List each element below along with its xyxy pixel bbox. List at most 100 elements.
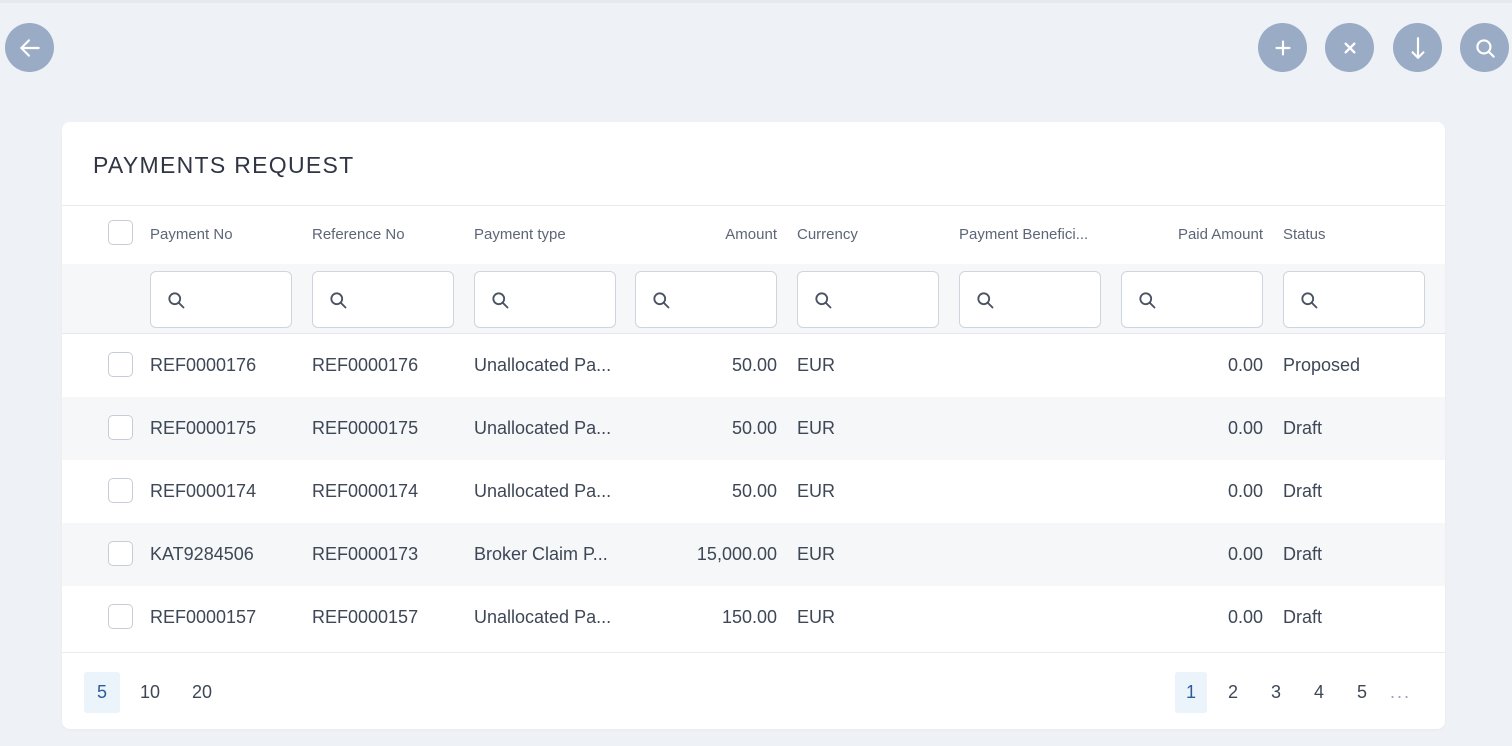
title-divider <box>62 205 1445 206</box>
table-row[interactable]: REF0000175 REF0000175 Unallocated Pa... … <box>62 397 1445 460</box>
cell-currency: EUR <box>797 481 836 501</box>
cell-amount: 50.00 <box>731 355 777 375</box>
column-header-payment-beneficiary[interactable]: Payment Benefici... <box>959 226 1089 243</box>
table-row[interactable]: REF0000157 REF0000157 Unallocated Pa... … <box>62 586 1445 649</box>
filter-status[interactable] <box>1283 271 1425 328</box>
filter-reference-no-input[interactable] <box>355 282 447 318</box>
filter-payment-beneficiary-input[interactable] <box>1002 282 1094 318</box>
column-header-payment-type[interactable]: Payment type <box>474 226 566 243</box>
cell-payment-no: KAT9284506 <box>150 544 254 564</box>
cell-status: Draft <box>1283 418 1323 438</box>
cell-payment-no: REF0000175 <box>150 418 257 438</box>
row-checkbox[interactable] <box>108 478 133 503</box>
search-icon <box>168 292 185 309</box>
search-icon <box>653 292 670 309</box>
cell-payment-type: Unallocated Pa... <box>474 481 612 501</box>
arrow-left-icon <box>19 38 40 57</box>
search-icon <box>815 292 832 309</box>
search-icon <box>1301 292 1318 309</box>
filter-payment-no[interactable] <box>150 271 292 328</box>
filter-paid-amount[interactable] <box>1121 271 1263 328</box>
filter-currency-input[interactable] <box>840 282 932 318</box>
filter-amount[interactable] <box>635 271 777 328</box>
cell-payment-no: REF0000157 <box>150 607 257 627</box>
cell-status: Draft <box>1283 607 1323 627</box>
cell-paid-amount: 0.00 <box>1227 481 1263 501</box>
search-icon <box>977 292 994 309</box>
column-header-amount[interactable]: Amount <box>725 226 777 243</box>
add-button[interactable] <box>1258 23 1307 72</box>
cell-reference-no: REF0000173 <box>312 544 419 564</box>
filter-payment-type-input[interactable] <box>517 282 609 318</box>
page-button-2[interactable]: 2 <box>1227 682 1238 702</box>
pagination-ellipsis[interactable]: ... <box>1390 682 1412 702</box>
cell-amount: 50.00 <box>731 418 777 438</box>
cell-currency: EUR <box>797 607 836 627</box>
page-button-5[interactable]: 5 <box>1356 682 1367 702</box>
arrow-down-icon <box>1411 36 1424 59</box>
page-button-4[interactable]: 4 <box>1313 682 1324 702</box>
search-icon <box>1139 292 1156 309</box>
cell-status: Proposed <box>1283 355 1361 375</box>
filter-paid-amount-input[interactable] <box>1164 282 1256 318</box>
filter-amount-input[interactable] <box>678 282 770 318</box>
page-size-option-20[interactable]: 20 <box>191 682 213 702</box>
row-checkbox[interactable] <box>108 352 133 377</box>
column-header-paid-amount[interactable]: Paid Amount <box>1177 226 1263 243</box>
page-title: PAYMENTS REQUEST <box>93 152 355 178</box>
row-checkbox[interactable] <box>108 541 133 566</box>
filter-payment-beneficiary[interactable] <box>959 271 1101 328</box>
table-row[interactable]: REF0000174 REF0000174 Unallocated Pa... … <box>62 460 1445 523</box>
page-size-option-5[interactable]: 5 <box>84 672 120 713</box>
search-icon <box>492 292 509 309</box>
column-header-payment-no[interactable]: Payment No <box>150 226 233 243</box>
table-header: Payment No Reference No Payment type Amo… <box>62 206 1445 264</box>
cell-reference-no: REF0000175 <box>312 418 419 438</box>
select-all-checkbox[interactable] <box>108 220 133 245</box>
cell-currency: EUR <box>797 544 836 564</box>
pagination-bar: 5 10 20 1 2 3 4 5 ... <box>62 652 1445 729</box>
column-header-currency[interactable]: Currency <box>797 226 858 243</box>
filter-reference-no[interactable] <box>312 271 454 328</box>
cell-amount: 15,000.00 <box>696 544 777 564</box>
filter-payment-type[interactable] <box>474 271 616 328</box>
cell-reference-no: REF0000174 <box>312 481 419 501</box>
cell-paid-amount: 0.00 <box>1227 355 1263 375</box>
cell-currency: EUR <box>797 418 836 438</box>
cell-status: Draft <box>1283 481 1323 501</box>
plus-icon <box>1274 39 1291 56</box>
cell-amount: 50.00 <box>731 481 777 501</box>
clear-button[interactable] <box>1325 23 1374 72</box>
row-checkbox[interactable] <box>108 604 133 629</box>
filter-currency[interactable] <box>797 271 939 328</box>
row-checkbox[interactable] <box>108 415 133 440</box>
cell-status: Draft <box>1283 544 1323 564</box>
download-button[interactable] <box>1393 23 1442 72</box>
cell-currency: EUR <box>797 355 836 375</box>
cell-reference-no: REF0000157 <box>312 607 419 627</box>
filter-payment-no-input[interactable] <box>193 282 285 318</box>
back-button[interactable] <box>5 23 54 72</box>
page-size-option-10[interactable]: 10 <box>139 682 161 702</box>
close-icon <box>1343 41 1356 54</box>
cell-payment-type: Unallocated Pa... <box>474 355 612 375</box>
cell-paid-amount: 0.00 <box>1227 607 1263 627</box>
filter-row <box>62 264 1445 334</box>
search-icon <box>1475 38 1495 58</box>
payments-request-card: PAYMENTS REQUEST Payment No Reference No… <box>62 122 1445 729</box>
cell-payment-no: REF0000176 <box>150 355 257 375</box>
cell-reference-no: REF0000176 <box>312 355 419 375</box>
search-button[interactable] <box>1460 23 1509 72</box>
page-button-1[interactable]: 1 <box>1175 672 1207 713</box>
cell-paid-amount: 0.00 <box>1227 544 1263 564</box>
table-row[interactable]: REF0000176 REF0000176 Unallocated Pa... … <box>62 334 1445 397</box>
search-icon <box>330 292 347 309</box>
cell-paid-amount: 0.00 <box>1227 418 1263 438</box>
cell-payment-type: Unallocated Pa... <box>474 418 612 438</box>
page-button-3[interactable]: 3 <box>1270 682 1281 702</box>
cell-payment-type: Broker Claim P... <box>474 544 608 564</box>
column-header-status[interactable]: Status <box>1283 226 1326 243</box>
table-row[interactable]: KAT9284506 REF0000173 Broker Claim P... … <box>62 523 1445 586</box>
filter-status-input[interactable] <box>1326 282 1418 318</box>
column-header-reference-no[interactable]: Reference No <box>312 226 405 243</box>
